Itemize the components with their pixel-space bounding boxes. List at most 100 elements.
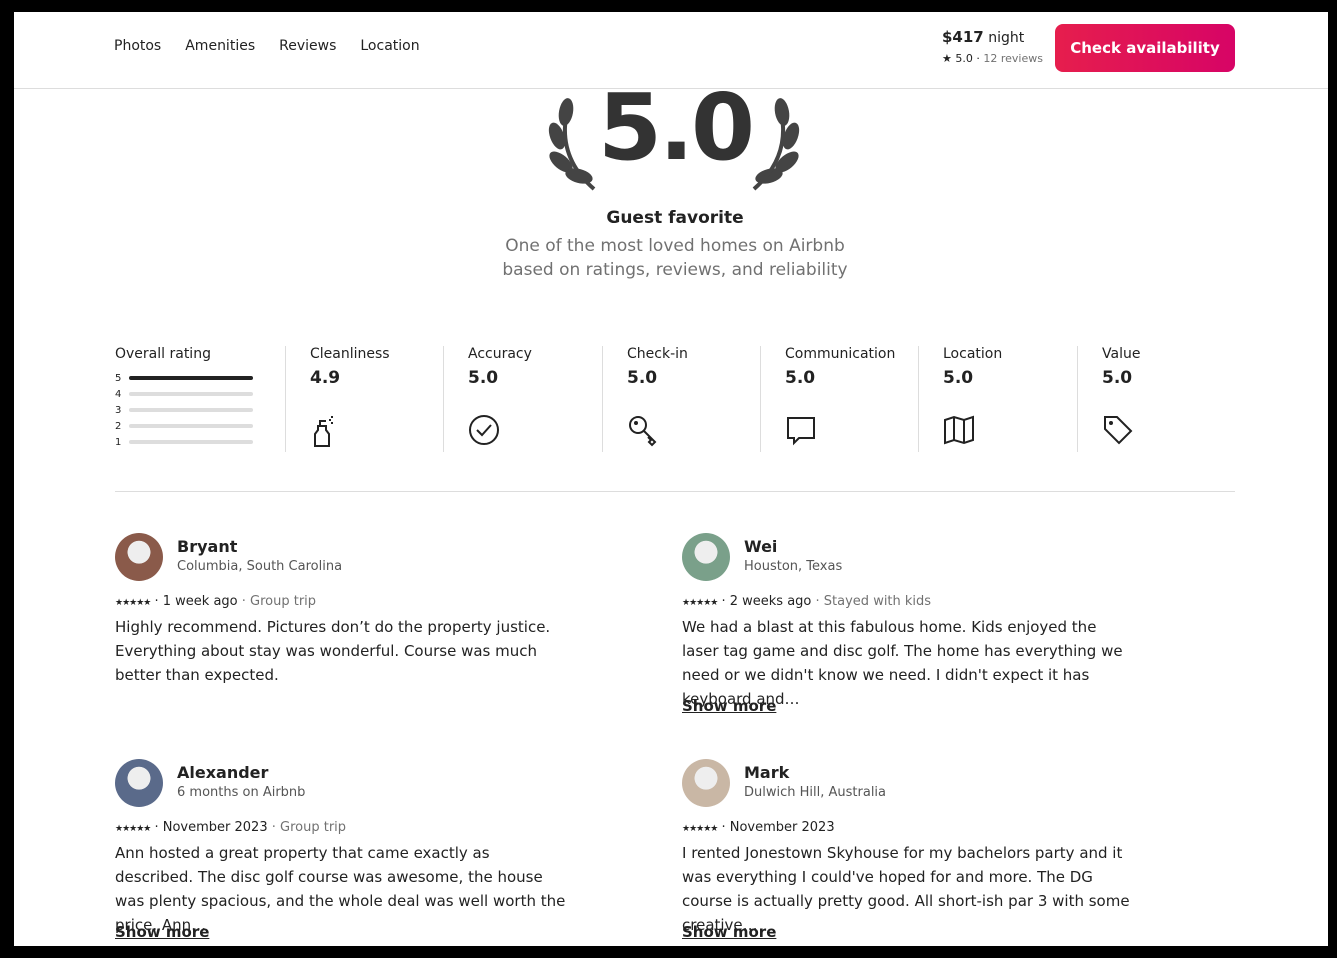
nav-link[interactable]: Amenities xyxy=(185,38,256,54)
category: Value 5.0 xyxy=(1102,346,1232,452)
category-icon xyxy=(1104,416,1133,445)
category: Accuracy 5.0 xyxy=(468,346,598,452)
overall-rating: Overall rating 5 4 3 2 1 xyxy=(115,346,265,452)
hero-score: 5.0 xyxy=(598,74,755,181)
stars: ★★★★★ xyxy=(682,598,718,608)
price: $417 night xyxy=(942,28,1024,46)
review-date: November 2023 xyxy=(729,820,835,835)
category: Check-in 5.0 xyxy=(627,346,757,452)
category-score: 4.9 xyxy=(310,368,341,388)
show-more[interactable]: Show more xyxy=(682,923,777,941)
screen: Photos Amenities Reviews Location $417 nigh… xyxy=(14,12,1328,946)
review-text: Highly recommend. Pictures don’t do the … xyxy=(115,618,551,684)
review-meta: ★★★★★ · November 2023 xyxy=(682,820,835,835)
separator: · xyxy=(267,820,281,835)
rating-level: 1 xyxy=(115,436,122,448)
reviewer-name: Wei xyxy=(744,537,778,556)
reviewer-subtitle: Columbia, South Carolina xyxy=(177,559,343,574)
rating-bar-row: 5 xyxy=(115,370,265,386)
category: Communication 5.0 xyxy=(785,346,915,452)
rating-level: 4 xyxy=(115,388,122,400)
category-divider xyxy=(285,346,286,452)
nav: Photos Amenities Reviews Location xyxy=(114,38,420,54)
stars: ★★★★★ xyxy=(115,824,151,834)
rating-bar xyxy=(129,376,253,380)
rating-level: 5 xyxy=(115,372,122,384)
hero-subtitle: One of the most loved homes on Airbnb bas… xyxy=(425,234,925,282)
category-icon xyxy=(629,416,657,447)
avatar[interactable] xyxy=(682,533,730,581)
review-date: November 2023 xyxy=(162,820,268,835)
review-text: Ann hosted a great property that came ex… xyxy=(115,844,566,934)
category-divider xyxy=(1077,346,1078,452)
stars: ★★★★★ xyxy=(682,824,718,834)
reviewer-name: Bryant xyxy=(177,537,238,556)
avatar[interactable] xyxy=(115,759,163,807)
category-score: 5.0 xyxy=(1102,368,1133,388)
price-amount: $417 xyxy=(942,28,984,46)
rating-level: 3 xyxy=(115,404,122,416)
category-icon xyxy=(314,416,333,447)
category-divider xyxy=(443,346,444,452)
review-text: I rented Jonestown Skyhouse for my bache… xyxy=(682,844,1130,934)
category-divider xyxy=(602,346,603,452)
trip-type: Group trip xyxy=(280,820,347,835)
separator: · xyxy=(237,594,251,609)
avatar[interactable] xyxy=(682,759,730,807)
show-more[interactable]: Show more xyxy=(682,697,777,715)
price-unit: night xyxy=(988,30,1025,46)
category-name: Cleanliness xyxy=(310,346,390,362)
nav-link[interactable]: Reviews xyxy=(279,38,337,54)
review-meta: ★★★★★ · November 2023 · Group trip xyxy=(115,820,347,835)
category-score: 5.0 xyxy=(627,368,658,388)
reviewer-name: Mark xyxy=(744,763,790,782)
nav-link[interactable]: Location xyxy=(360,38,420,54)
category-name: Check-in xyxy=(627,346,688,362)
rating-bars: 5 4 3 2 1 xyxy=(115,370,265,450)
category-name: Value xyxy=(1102,346,1141,362)
check-availability-button[interactable]: Check availability xyxy=(1055,24,1235,72)
rating-level: 2 xyxy=(115,420,122,432)
rating: 5.0 xyxy=(955,52,973,65)
category-score: 5.0 xyxy=(943,368,974,388)
rating-bar-row: 3 xyxy=(115,402,265,418)
nav-link[interactable]: Photos xyxy=(114,38,162,54)
category-icon xyxy=(469,415,499,445)
show-more[interactable]: Show more xyxy=(115,923,210,941)
avatar[interactable] xyxy=(115,533,163,581)
category-icon xyxy=(944,415,974,445)
rating-bar xyxy=(129,424,253,428)
rating-summary: ★ 5.0 · 12 reviews xyxy=(942,52,1043,65)
header-divider xyxy=(14,88,1328,89)
category-divider xyxy=(918,346,919,452)
category-divider xyxy=(760,346,761,452)
stars: ★★★★★ xyxy=(115,598,151,608)
reviewer-subtitle: Dulwich Hill, Australia xyxy=(744,785,887,800)
review-date: 2 weeks ago xyxy=(729,594,812,609)
rating-bar-row: 1 xyxy=(115,434,265,450)
category-score: 5.0 xyxy=(785,368,816,388)
subtitle-line: One of the most loved homes on Airbnb xyxy=(505,236,845,256)
trip-type: Stayed with kids xyxy=(823,594,932,609)
rating-bar-row: 4 xyxy=(115,386,265,402)
review-text: We had a blast at this fabulous home. Ki… xyxy=(682,618,1123,708)
rating-bar-row: 2 xyxy=(115,418,265,434)
category: Location 5.0 xyxy=(943,346,1073,452)
review-count[interactable]: 12 reviews xyxy=(983,52,1043,65)
trip-type: Group trip xyxy=(250,594,317,609)
reviewer-subtitle: Houston, Texas xyxy=(744,559,843,574)
subtitle-line: based on ratings, reviews, and reliabili… xyxy=(502,260,848,280)
category-name: Location xyxy=(943,346,1003,362)
laurels xyxy=(548,98,800,191)
category-score: 5.0 xyxy=(468,368,499,388)
overall-label: Overall rating xyxy=(115,346,211,362)
review-meta: ★★★★★ · 2 weeks ago · Stayed with kids xyxy=(682,594,932,609)
review-meta: ★★★★★ · 1 week ago · Group trip xyxy=(115,594,317,609)
rating-bar xyxy=(129,392,253,396)
section-divider xyxy=(115,491,1235,492)
rating-bar xyxy=(129,408,253,412)
category: Cleanliness 4.9 xyxy=(310,346,440,452)
reviewer-name: Alexander xyxy=(177,763,269,782)
hero-title: Guest favorite xyxy=(606,208,744,228)
